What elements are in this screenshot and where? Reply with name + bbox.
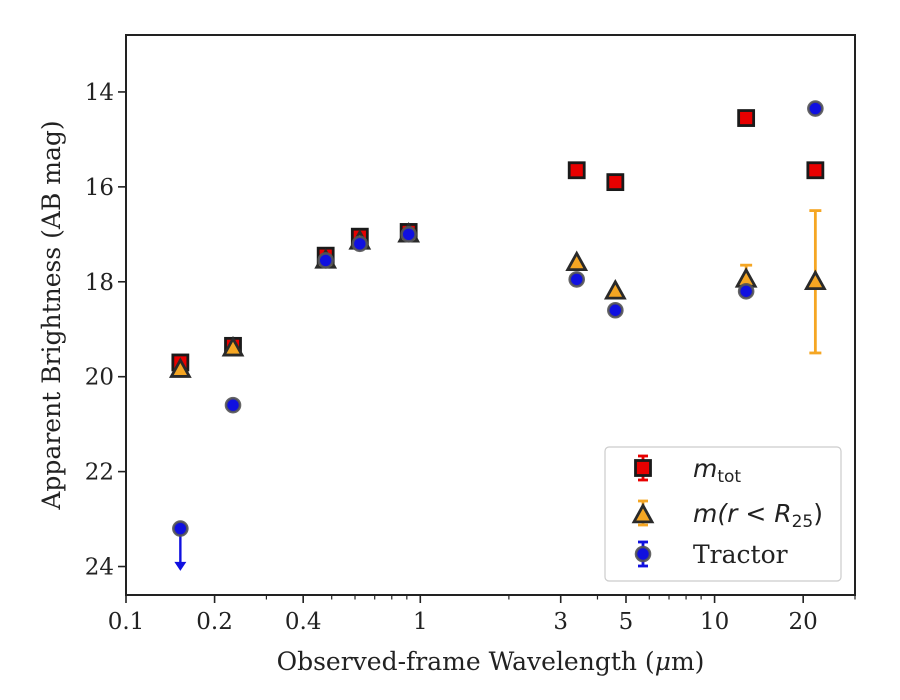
legend-entry-2: Tractor bbox=[634, 540, 788, 569]
data-point bbox=[221, 335, 245, 357]
data-point bbox=[565, 250, 589, 272]
legend-entry-1: m(r < R25) bbox=[631, 499, 823, 532]
y-tick-label: 14 bbox=[85, 80, 114, 106]
y-tick-label: 16 bbox=[85, 175, 114, 201]
x-tick-label: 10 bbox=[700, 609, 729, 635]
y-tick-label: 18 bbox=[85, 270, 114, 296]
series-1 bbox=[168, 209, 827, 378]
data-point bbox=[400, 226, 417, 243]
x-tick-label: 5 bbox=[619, 609, 634, 635]
data-point bbox=[803, 269, 827, 291]
data-point bbox=[568, 271, 586, 288]
legend-label: mtot bbox=[693, 454, 741, 487]
data-point bbox=[168, 357, 192, 378]
series-0 bbox=[171, 109, 825, 372]
legend-marker bbox=[631, 502, 655, 524]
data-point bbox=[317, 252, 334, 269]
data-point bbox=[737, 282, 755, 300]
data-point bbox=[351, 235, 369, 253]
data-point bbox=[603, 278, 627, 300]
x-tick-label: 3 bbox=[553, 609, 568, 635]
data-point bbox=[607, 301, 624, 319]
legend: mtot m(r < R25) Tractor bbox=[604, 446, 842, 582]
legend-marker bbox=[634, 545, 652, 563]
legend-label: Tractor bbox=[693, 540, 788, 569]
axis-ticks: 0.1 0.2 0.4 1 3 5 10 20 14 16 18 20 22 24 bbox=[85, 80, 856, 635]
legend-box bbox=[604, 446, 842, 582]
plot-frame bbox=[125, 34, 856, 596]
data-points bbox=[168, 100, 827, 571]
x-tick-label: 0.1 bbox=[108, 609, 145, 635]
data-point bbox=[567, 161, 586, 180]
y-tick-label: 20 bbox=[85, 365, 114, 391]
data-point bbox=[737, 109, 756, 127]
upper-limit-arrowhead bbox=[174, 561, 187, 571]
legend-label: m(r < R25) bbox=[693, 499, 823, 532]
y-tick-label: 24 bbox=[85, 555, 114, 581]
data-point bbox=[606, 173, 625, 192]
x-tick-label: 0.2 bbox=[196, 609, 233, 635]
y-tick-label: 22 bbox=[85, 460, 114, 486]
legend-entry-0: mtot bbox=[634, 454, 741, 487]
series-2 bbox=[172, 100, 824, 571]
x-tick-label: 20 bbox=[789, 609, 818, 635]
data-point bbox=[224, 396, 242, 414]
data-point bbox=[807, 100, 824, 117]
x-tick-label: 0.4 bbox=[285, 609, 322, 635]
legend-marker bbox=[634, 459, 652, 477]
data-point bbox=[806, 161, 825, 180]
x-axis-label: Observed-frame Wavelength (μm) bbox=[277, 647, 705, 676]
data-point bbox=[172, 520, 189, 537]
y-axis-label: Apparent Brightness (AB mag) bbox=[37, 120, 66, 510]
x-tick-label: 1 bbox=[413, 609, 428, 635]
